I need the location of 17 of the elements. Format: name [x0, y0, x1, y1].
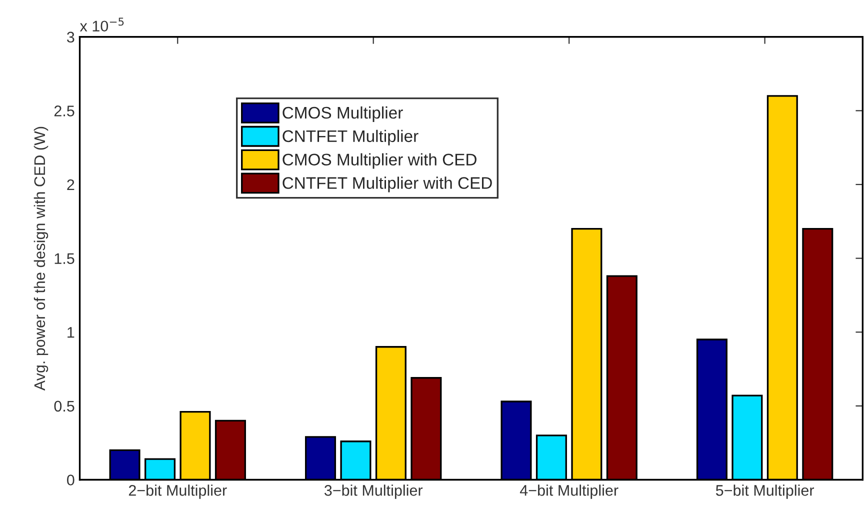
- y-tick-label: 1.5: [54, 253, 74, 264]
- y-tick-label: 1: [68, 327, 74, 338]
- x-tick-label: 2−bit Multiplier: [128, 484, 227, 499]
- x-tick-label: 4−bit Multiplier: [520, 484, 618, 499]
- legend-label: CNTFET Multiplier: [282, 130, 418, 146]
- y-tick-label: 3: [66, 32, 74, 43]
- legend-label: CMOS Multiplier with CED: [282, 153, 476, 169]
- y-tick-label: 0: [67, 474, 74, 486]
- y-tick-label: 2: [67, 179, 74, 190]
- y-axis-title: Avg. power of the design with CED (W): [34, 126, 48, 391]
- text: x 10$^{−5}$: [80, 18, 124, 32]
- legend-label: CNTFET Multiplier with CED: [282, 176, 492, 192]
- y-tick-label: 2.5: [54, 106, 74, 116]
- x-tick-label: 5−bit Multiplier: [716, 484, 814, 499]
- y-tick-label: 0.5: [54, 400, 74, 412]
- x-tick-label: 3−bit Multiplier: [324, 484, 423, 499]
- legend-label: CMOS Multiplier: [282, 106, 403, 122]
